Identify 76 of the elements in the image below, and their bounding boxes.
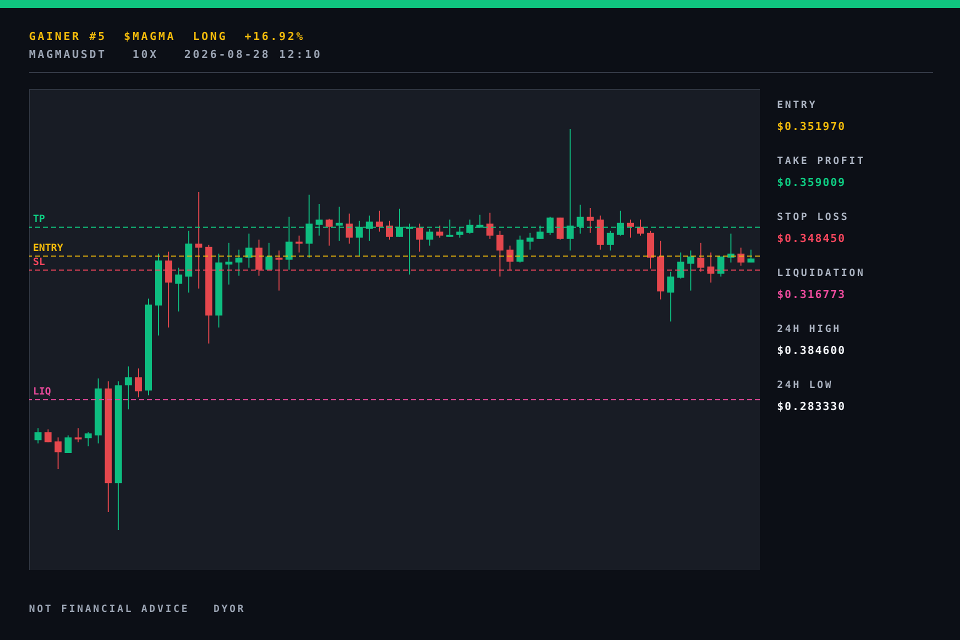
candlestick <box>526 232 534 250</box>
candlestick <box>235 249 242 276</box>
candlestick <box>687 250 694 292</box>
candlestick <box>737 247 744 266</box>
candlestick <box>356 220 363 256</box>
candlestick <box>276 250 283 292</box>
candlestick <box>225 242 232 286</box>
candlestick <box>636 219 644 236</box>
text: LIQUIDATION <box>777 268 866 281</box>
candlestick <box>245 233 252 268</box>
candlestick <box>506 245 514 272</box>
candlestick <box>124 366 132 410</box>
candlestick <box>84 432 92 447</box>
text: $0.316773 <box>777 288 847 303</box>
candlestick <box>316 203 323 236</box>
chart-title: GAINER #5 $MAGMA LONG +16.92% <box>29 30 305 43</box>
candlestick <box>175 267 182 312</box>
ref-line-label: SL <box>33 257 46 268</box>
text: 24H LOW <box>777 380 834 393</box>
candlestick <box>697 242 704 272</box>
candlestick <box>516 235 524 264</box>
candlestick <box>54 436 62 470</box>
candlestick <box>426 228 434 246</box>
candlestick <box>255 239 262 276</box>
candlestick <box>416 223 424 252</box>
candlestick <box>466 219 474 234</box>
candlestick <box>366 215 373 242</box>
text: NOT FINANCIAL ADVICE DYOR <box>29 604 246 615</box>
candlestick <box>326 218 333 246</box>
candlestick <box>717 256 724 278</box>
candlestick <box>64 434 72 454</box>
text: $0.351970 <box>777 120 847 135</box>
text: $0.348450 <box>777 232 847 247</box>
candlestick <box>606 230 614 252</box>
candlestick <box>456 227 464 238</box>
text: STOP LOSS <box>777 212 850 225</box>
text: $0.283330 <box>777 400 847 415</box>
ref-line-label: TP <box>33 214 46 226</box>
ref-line-label: ENTRY <box>33 243 64 254</box>
text: TAKE PROFIT <box>777 156 866 169</box>
candlestick <box>346 213 353 244</box>
candlestick <box>286 216 293 270</box>
candlestick <box>265 242 272 270</box>
candlestick <box>34 428 42 444</box>
candlestick <box>396 208 404 238</box>
candlestick <box>626 219 634 238</box>
candlestick <box>165 251 172 328</box>
candlestick <box>446 219 454 238</box>
candlestick <box>486 212 494 240</box>
text: $0.359009 <box>777 176 847 191</box>
candlestick <box>536 225 544 240</box>
chart-subtitle: MAGMAUSDT 10X 2026-08-28 12:10 <box>29 48 322 61</box>
candlestick <box>376 210 383 232</box>
candlestick <box>747 249 754 264</box>
candlestick <box>556 217 564 240</box>
candlestick <box>134 368 142 398</box>
candlestick <box>677 252 684 280</box>
candlestick <box>616 210 624 236</box>
candlestick <box>707 252 714 284</box>
candlestick <box>436 225 444 238</box>
candlestick <box>496 230 504 278</box>
candlestick <box>667 271 674 322</box>
candlestick <box>546 216 554 236</box>
candlestick <box>576 204 584 234</box>
candlestick <box>195 191 202 290</box>
ref-line-label: LIQ <box>33 386 52 398</box>
candlestick <box>386 220 393 240</box>
candlestick <box>566 128 574 252</box>
candlestick <box>44 428 52 443</box>
candlestick <box>586 207 594 234</box>
text: $0.384600 <box>777 344 847 359</box>
text: 24H HIGH <box>777 324 842 337</box>
candlestick <box>74 428 82 443</box>
candlestick <box>296 235 303 254</box>
candlestick <box>306 194 313 258</box>
text: ENTRY <box>777 100 818 113</box>
